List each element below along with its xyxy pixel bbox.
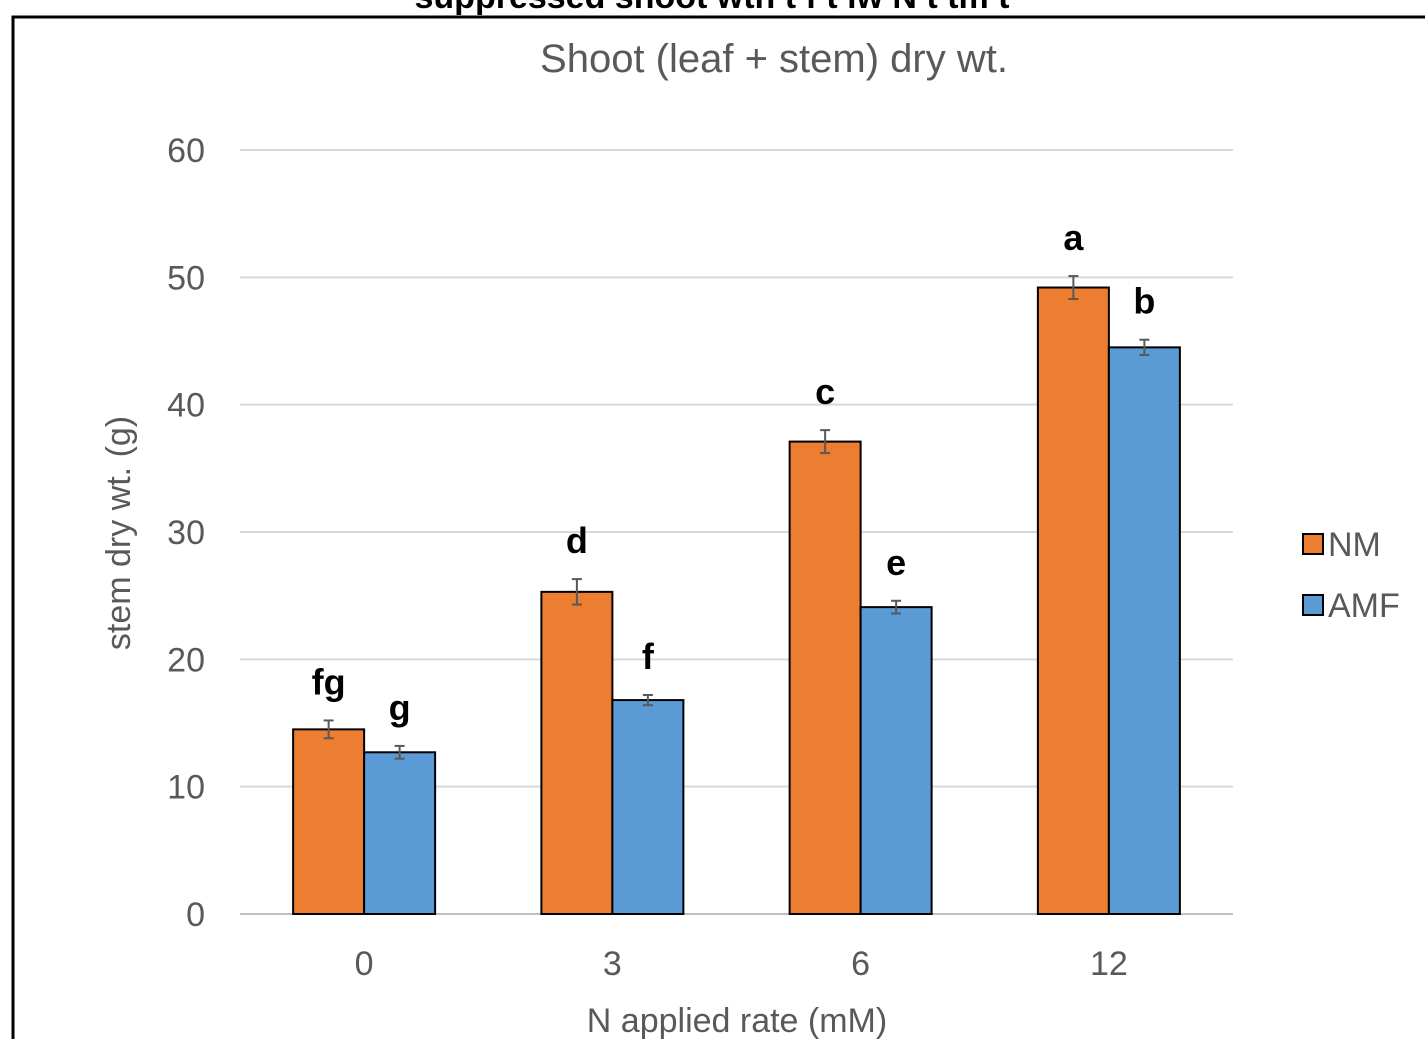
x-tick-label: 6 [851, 945, 870, 983]
bar-nm-12 [1036, 286, 1110, 915]
legend-swatch-nm [1302, 533, 1324, 555]
error-bar [1139, 338, 1150, 357]
chart-title: Shoot (leaf + stem) dry wt. [540, 37, 1008, 81]
top-caption: suppressed shoot wth t f t lw N t tm t [415, 0, 1010, 16]
y-tick-label: 30 [167, 514, 205, 552]
chart-frame [11, 15, 1425, 1044]
bar-amf-0 [363, 751, 437, 916]
legend: NM AMF [1302, 526, 1400, 625]
bar-nm-3 [540, 590, 614, 915]
error-bar [820, 429, 831, 455]
bar-amf-6 [859, 606, 933, 915]
bar-amf-12 [1107, 346, 1181, 916]
significance-letters: fg g d f c e a b [312, 217, 1156, 728]
significance-letter: c [815, 371, 835, 412]
legend-label-nm: NM [1328, 526, 1381, 564]
y-tick-label: 60 [167, 132, 205, 170]
x-tick-label: 0 [355, 945, 374, 983]
y-tick-labels: 0 10 20 30 40 50 60 [167, 132, 205, 934]
significance-letter: b [1133, 281, 1155, 322]
y-axis-label: stem dry wt. (g) [100, 416, 138, 650]
error-bar [642, 693, 653, 707]
significance-letter: g [389, 687, 411, 728]
x-axis-label: N applied rate (mM) [587, 1002, 887, 1039]
error-bar [571, 578, 582, 606]
y-tick-label: 0 [186, 896, 205, 934]
significance-letter: e [886, 542, 906, 583]
x-tick-label: 12 [1090, 945, 1128, 983]
x-tick-label: 3 [603, 945, 622, 983]
significance-letter: d [566, 520, 588, 561]
bar-amf-3 [611, 699, 685, 916]
y-tick-label: 40 [167, 387, 205, 425]
error-bar [394, 744, 405, 760]
error-bar [1068, 275, 1079, 300]
y-tick-label: 20 [167, 641, 205, 679]
bars [292, 286, 1181, 916]
y-tick-label: 10 [167, 769, 205, 807]
legend-label-amf: AMF [1328, 587, 1400, 625]
significance-letter: f [642, 636, 655, 677]
bar-nm-6 [788, 440, 862, 915]
legend-swatch-amf [1302, 594, 1324, 616]
x-tick-labels: 0 3 6 12 [355, 945, 1128, 983]
y-tick-label: 50 [167, 259, 205, 297]
significance-letter: a [1063, 217, 1084, 258]
bar-nm-0 [292, 728, 366, 915]
significance-letter: fg [312, 661, 346, 702]
error-bar [323, 719, 334, 740]
error-bar [891, 599, 902, 615]
error-bars [323, 275, 1150, 760]
